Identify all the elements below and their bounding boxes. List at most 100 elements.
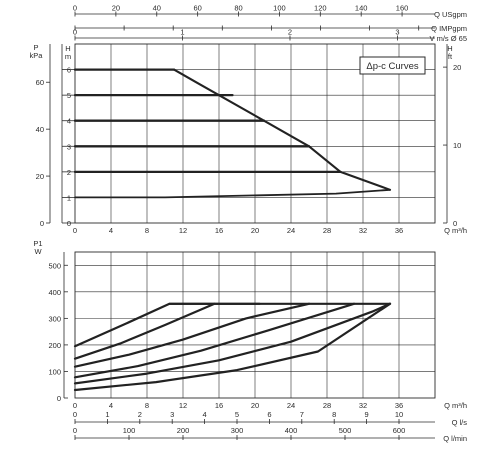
head-x-axis-title: Q m³/h xyxy=(444,226,467,235)
power-y-tick-label: 0 xyxy=(57,394,61,403)
top-axis-tick-label: 2 xyxy=(288,28,292,37)
power-axis-title-symbol: P1 xyxy=(33,239,42,248)
bottom-axis-title: Q l/min xyxy=(443,434,467,443)
bottom-axis-tick-label: 3 xyxy=(170,410,174,419)
head-x-tick-label: 4 xyxy=(109,226,113,235)
power-y-tick-label: 100 xyxy=(48,367,61,376)
top-axis-tick-label: 20 xyxy=(112,4,120,13)
power-curve xyxy=(73,302,392,392)
power-x-tick-label: 32 xyxy=(359,401,367,410)
head-plot-frame xyxy=(74,43,436,224)
head-x-tick-label: 32 xyxy=(359,226,367,235)
top-axis-tick-label: 40 xyxy=(153,4,161,13)
head-x-tick-label: 8 xyxy=(145,226,149,235)
power-x-tick-label: 16 xyxy=(215,401,223,410)
power-x-tick-label: 20 xyxy=(251,401,259,410)
power-curve xyxy=(73,302,311,368)
power-y-tick-label: 300 xyxy=(48,314,61,323)
top-axis-tick-label: 100 xyxy=(273,4,286,13)
top-axis-tick-label: 60 xyxy=(193,4,201,13)
power-x-tick-label: 4 xyxy=(109,401,113,410)
feet-axis-title-unit: ft xyxy=(448,52,453,61)
feet-axis-tick-label: 20 xyxy=(453,63,461,72)
head-axis-title-symbol: H xyxy=(65,44,70,53)
power-plot-frame xyxy=(74,251,436,399)
power-x-tick-label: 36 xyxy=(395,401,403,410)
power-x-tick-label: 28 xyxy=(323,401,331,410)
top-axis-tick-label: 80 xyxy=(234,4,242,13)
bottom-axis-tick-label: 10 xyxy=(395,410,403,419)
bottom-axis-tick-label: 6 xyxy=(267,410,271,419)
top-axis-tick-label: 0 xyxy=(73,4,77,13)
head-inner-left-tick-label: 0 xyxy=(67,219,71,228)
bottom-axis-tick-label: 5 xyxy=(235,410,239,419)
power-x-axis-title: Q m³/h xyxy=(444,401,467,410)
pressure-axis-title-unit: kPa xyxy=(30,51,44,60)
head-x-tick-label: 0 xyxy=(73,226,77,235)
bottom-axis-tick-label: 0 xyxy=(73,426,77,435)
head-x-tick-label: 16 xyxy=(215,226,223,235)
head-x-tick-label: 36 xyxy=(395,226,403,235)
head-inner-left-tick-label: 2 xyxy=(67,168,71,177)
pressure-axis-tick-label: 20 xyxy=(36,172,44,181)
head-x-tick-label: 20 xyxy=(251,226,259,235)
power-x-tick-label: 12 xyxy=(179,401,187,410)
bottom-axis-tick-label: 600 xyxy=(393,426,406,435)
top-axis-title: Q IMPgpm xyxy=(431,24,467,33)
head-x-tick-label: 12 xyxy=(179,226,187,235)
head-inner-left-tick-label: 4 xyxy=(67,117,71,126)
pressure-axis-title-symbol: P xyxy=(33,43,38,52)
bottom-axis-tick-label: 500 xyxy=(339,426,352,435)
power-y-tick-label: 500 xyxy=(48,261,61,270)
legend-box xyxy=(359,56,426,75)
power-axis-title-unit: W xyxy=(34,247,42,256)
top-axis-tick-label: 1 xyxy=(180,28,184,37)
top-axis-title: Q USgpm xyxy=(434,10,467,19)
pressure-axis-tick-label: 40 xyxy=(36,125,44,134)
bottom-axis-tick-label: 200 xyxy=(177,426,190,435)
top-axis-tick-label: 0 xyxy=(73,28,77,37)
bottom-axis-tick-label: 8 xyxy=(332,410,336,419)
head-inner-left-tick-label: 3 xyxy=(67,142,71,151)
power-x-tick-label: 8 xyxy=(145,401,149,410)
head-max-envelope-curve xyxy=(172,68,392,191)
feet-axis-title-symbol: H xyxy=(447,44,452,53)
bottom-axis-tick-label: 2 xyxy=(138,410,142,419)
bottom-axis-tick-label: 9 xyxy=(365,410,369,419)
head-x-tick-label: 24 xyxy=(287,226,295,235)
head-x-tick-label: 28 xyxy=(323,226,331,235)
head-chart-legend: Δp-c Curves xyxy=(359,56,426,75)
top-axis-tick-label: 160 xyxy=(396,4,409,13)
pressure-axis-tick-label: 0 xyxy=(40,219,44,228)
top-axis-tick-label: 140 xyxy=(355,4,368,13)
top-axis-title: V m/s Ø 65 xyxy=(429,34,467,43)
head-inner-left-tick-label: 6 xyxy=(67,66,71,75)
power-curve xyxy=(73,302,216,348)
bottom-axis-tick-label: 1 xyxy=(105,410,109,419)
power-curve xyxy=(73,302,392,385)
bottom-axis-tick-label: 100 xyxy=(123,426,136,435)
bottom-axis-tick-label: 7 xyxy=(300,410,304,419)
top-axis-tick-label: 3 xyxy=(395,28,399,37)
bottom-axis-tick-label: 400 xyxy=(285,426,298,435)
head-inner-left-tick-label: 5 xyxy=(67,91,71,100)
legend-label: Δp-c Curves xyxy=(366,61,419,72)
bottom-axis-tick-label: 0 xyxy=(73,410,77,419)
head-inner-left-tick-label: 1 xyxy=(67,193,71,202)
bottom-axis-tick-label: 4 xyxy=(203,410,207,419)
power-y-tick-label: 400 xyxy=(48,288,61,297)
power-x-tick-label: 0 xyxy=(73,401,77,410)
power-curve xyxy=(73,302,261,360)
power-y-tick-label: 200 xyxy=(48,341,61,350)
bottom-axis-tick-label: 300 xyxy=(231,426,244,435)
bottom-axis-title: Q l/s xyxy=(452,418,468,427)
head-curve xyxy=(74,188,391,199)
feet-axis-tick-label: 0 xyxy=(453,219,457,228)
head-axis-title-unit: m xyxy=(65,52,71,61)
power-curve xyxy=(73,302,356,379)
pressure-axis-tick-label: 60 xyxy=(36,78,44,87)
feet-axis-tick-label: 10 xyxy=(453,141,461,150)
